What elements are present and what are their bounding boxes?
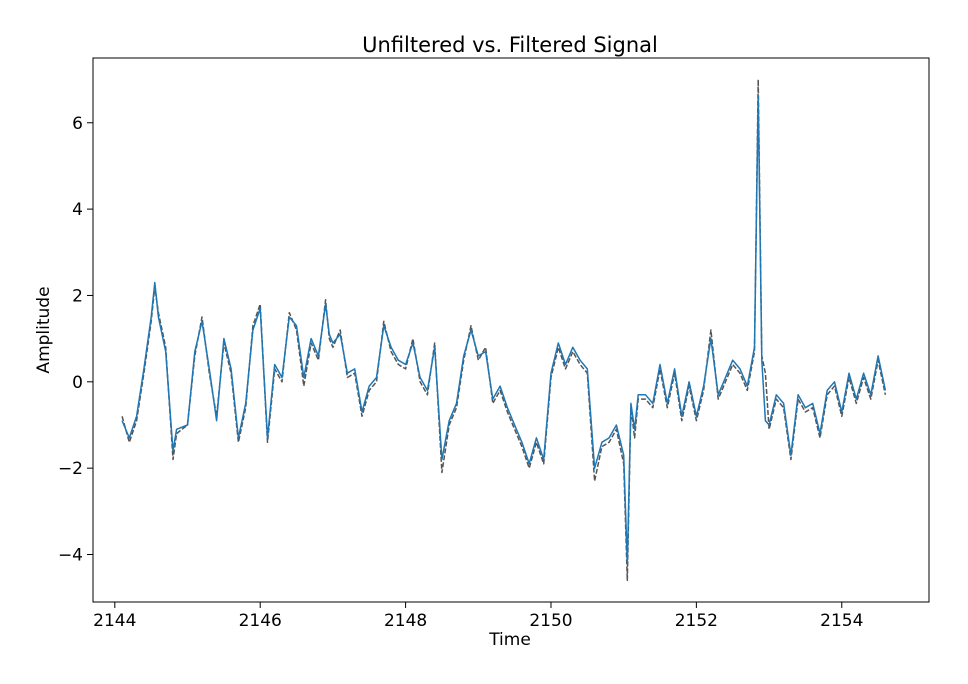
x-tick-label: 2146 [239,611,282,631]
series-line-filtered [121,96,887,564]
series-line-unfiltered [121,78,887,582]
y-tick-label: 6 [72,114,83,134]
y-tick-label: 0 [72,373,83,393]
x-axis-label: Time [488,630,531,650]
chart-title: Unfiltered vs. Filtered Signal [362,33,658,57]
plot-frame [92,57,930,603]
y-axis: −4 −2 0 2 4 6 [58,114,93,566]
x-tick-label: 2154 [820,611,863,631]
y-tick-label: −4 [58,546,83,566]
x-tick-label: 2148 [384,611,427,631]
x-axis: 2144 2146 2148 2150 2152 2154 [93,602,863,631]
y-tick-label: 4 [72,200,83,220]
y-tick-label: 2 [72,286,83,306]
y-tick-label: −2 [58,459,83,479]
y-axis-label: Amplitude [34,286,54,373]
x-tick-label: 2152 [675,611,718,631]
x-tick-label: 2144 [93,611,136,631]
series-layer [121,78,887,582]
x-tick-label: 2150 [529,611,572,631]
